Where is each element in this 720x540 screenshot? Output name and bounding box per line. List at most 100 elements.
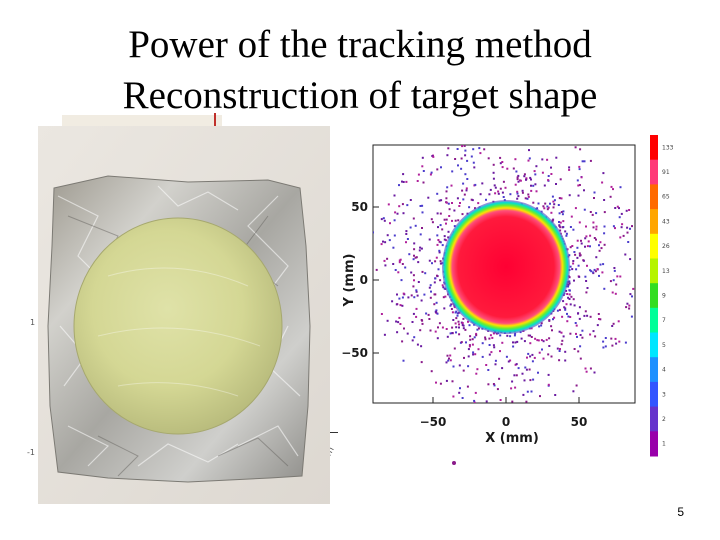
scatter-point — [524, 197, 527, 200]
scatter-point — [616, 205, 619, 208]
scatter-point — [493, 346, 496, 349]
scatter-point — [592, 221, 595, 224]
scatter-point — [448, 357, 450, 360]
scatter-point — [437, 239, 440, 241]
scatter-point — [409, 226, 412, 229]
scatter-point — [497, 405, 499, 407]
scatter-point — [428, 318, 431, 320]
scatter-point — [438, 251, 441, 254]
scatter-point — [459, 142, 461, 144]
scatter-point — [386, 234, 389, 237]
scatter-point — [464, 328, 467, 331]
scatter-point — [554, 394, 557, 396]
scatter-point — [526, 390, 529, 393]
scatter-point — [578, 275, 581, 278]
scatter-point — [561, 213, 564, 216]
scatter-point — [511, 400, 514, 403]
scatter-point — [401, 296, 404, 299]
scatter-point — [449, 304, 452, 307]
scatter-point — [419, 233, 422, 236]
scatter-point — [395, 320, 398, 323]
scatter-point — [412, 217, 415, 220]
scatter-point — [516, 340, 519, 343]
scatter-point — [406, 204, 409, 207]
scatter-point — [452, 139, 454, 141]
scatter-point — [580, 176, 583, 179]
scatter-point — [493, 384, 496, 387]
scatter-point — [514, 386, 517, 389]
scatter-point — [578, 306, 581, 309]
colorbar-label: 2 — [662, 416, 666, 423]
scatter-point — [475, 372, 478, 375]
scatter-point — [436, 274, 438, 277]
scatter-point — [536, 339, 539, 342]
scatter-point — [601, 271, 604, 274]
scatter-point — [460, 167, 463, 170]
scatter-point — [459, 387, 461, 390]
scatter-point — [432, 155, 435, 158]
scatter-point — [412, 258, 415, 261]
scatter-point — [454, 158, 457, 160]
scatter-point — [405, 233, 408, 235]
scatter-point — [499, 162, 502, 165]
scatter-point — [383, 259, 386, 262]
scatter-point — [537, 202, 540, 205]
scatter-point — [589, 211, 592, 213]
scatter-point — [440, 199, 443, 202]
scatter-point — [549, 202, 551, 205]
scatter-point — [439, 241, 442, 244]
scatter-point — [625, 209, 628, 212]
scatter-point — [481, 182, 484, 185]
scatter-point — [380, 218, 383, 221]
scatter-point — [474, 353, 477, 356]
scatter-point — [567, 283, 570, 286]
scatter-point — [529, 379, 532, 382]
colorbar-label: 13 — [662, 268, 670, 275]
scatter-point — [555, 156, 558, 159]
scatter-point — [402, 359, 405, 362]
scatter-point — [450, 303, 453, 306]
scatter-point — [445, 328, 448, 330]
scatter-point — [619, 275, 622, 278]
scatter-point — [569, 246, 572, 249]
scatter-point — [539, 395, 541, 398]
scatter-point — [630, 315, 633, 318]
scatter-points — [373, 139, 635, 407]
scatter-point — [447, 236, 450, 239]
scatter-point — [404, 266, 407, 269]
colorbar-swatch — [650, 307, 658, 333]
colorbar-label: 43 — [662, 218, 670, 225]
scatter-point — [396, 212, 399, 215]
scatter-point — [499, 399, 502, 401]
scatter-point — [548, 345, 551, 347]
scatter-point — [435, 312, 438, 314]
scatter-point — [449, 332, 452, 335]
scatter-point — [431, 221, 434, 224]
scatter-point — [593, 191, 596, 194]
scatter-point — [501, 161, 504, 163]
scatter-point — [484, 338, 487, 341]
scatter-point — [528, 368, 531, 371]
scatter-point — [417, 261, 420, 264]
scatter-point — [590, 270, 593, 273]
scatter-point — [451, 332, 454, 334]
scatter-point — [620, 226, 623, 229]
x-tick-label: −50 — [420, 415, 447, 429]
scatter-point — [578, 317, 581, 320]
colorbar-label: 91 — [662, 169, 670, 176]
scatter-point — [398, 184, 400, 187]
scatter-point — [550, 166, 552, 169]
scatter-point — [467, 348, 470, 351]
scatter-point — [547, 383, 550, 386]
scatter-point — [629, 258, 632, 261]
scatter-point — [599, 241, 602, 244]
scatter-point — [550, 355, 553, 358]
scatter-point — [401, 304, 404, 307]
scatter-point — [479, 193, 482, 196]
scatter-point — [520, 337, 523, 340]
scatter-point — [574, 146, 577, 149]
scatter-point — [534, 337, 537, 340]
scatter-point — [540, 324, 543, 327]
scatter-point — [626, 231, 629, 234]
scatter-point — [487, 383, 490, 386]
